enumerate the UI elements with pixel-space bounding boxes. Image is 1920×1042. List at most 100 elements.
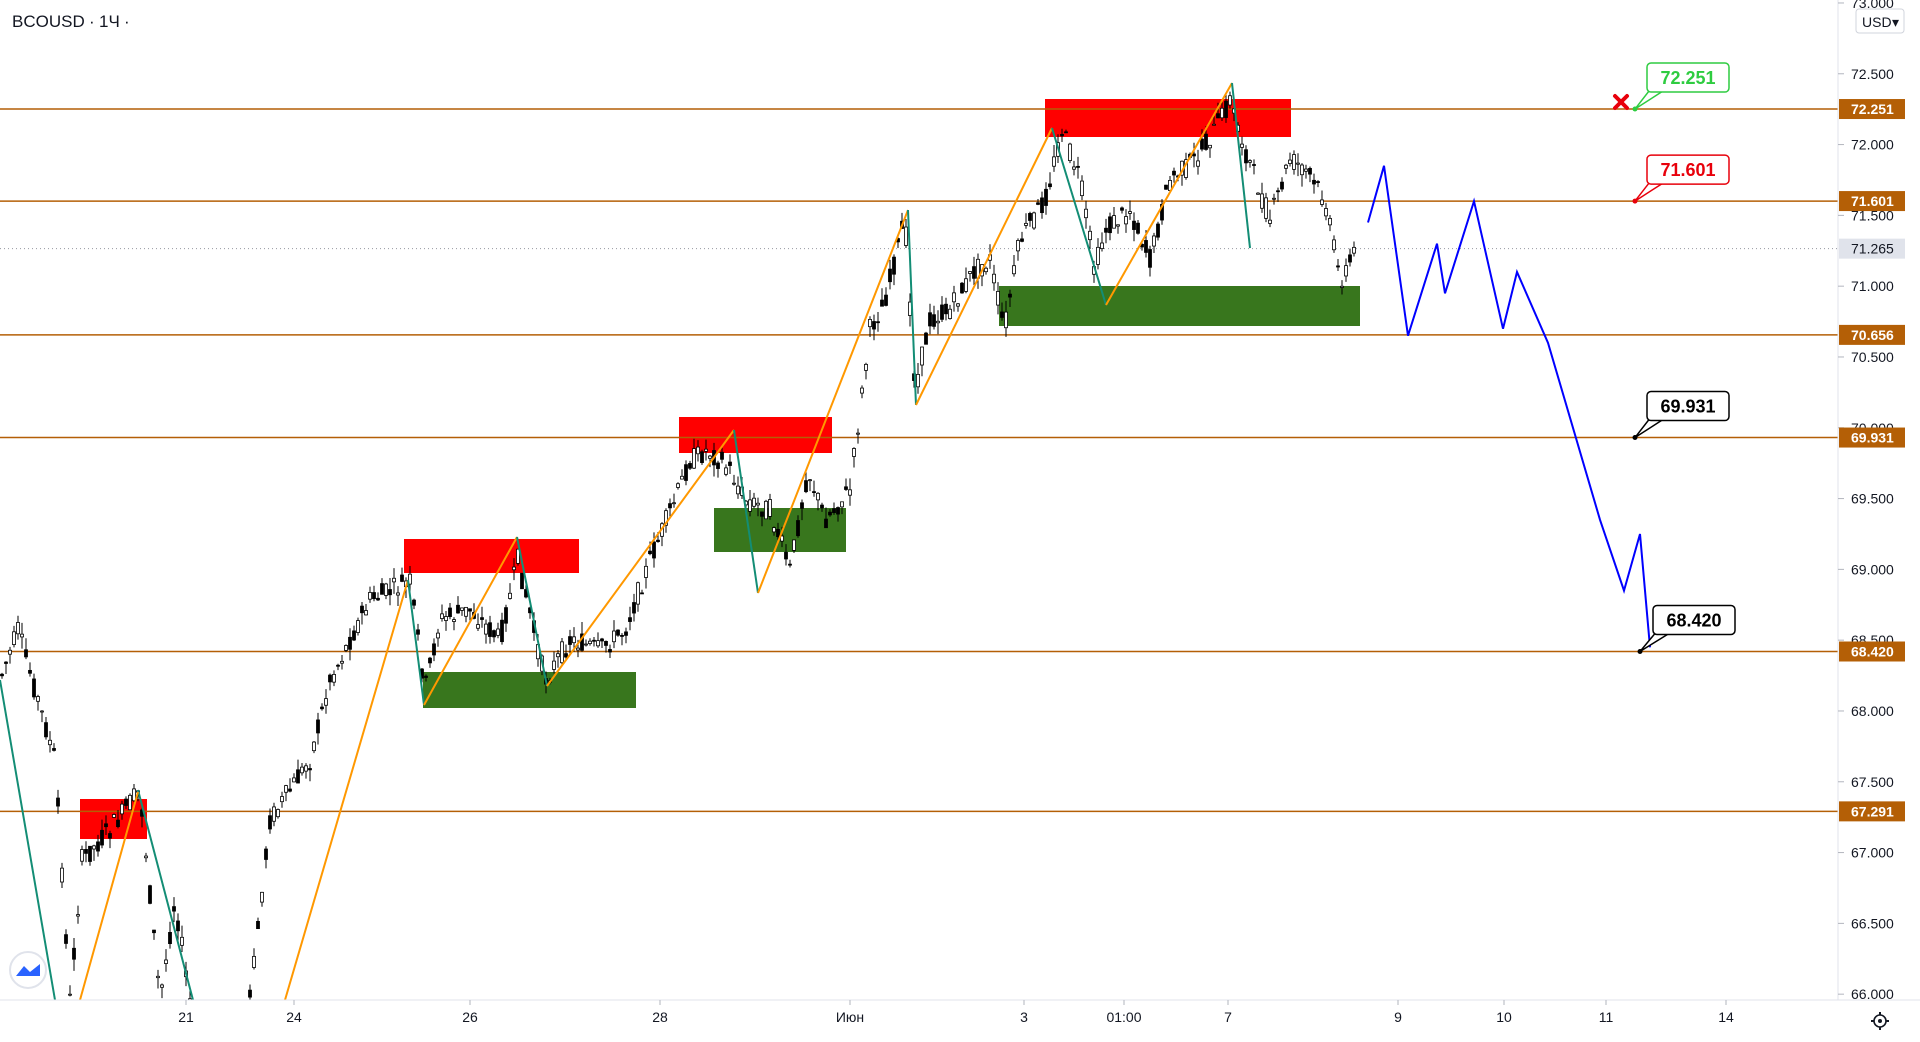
candle-up (952, 292, 956, 303)
swing-line-down (0, 679, 56, 1001)
gear-icon[interactable] (1871, 1012, 1889, 1030)
candle-up (1096, 246, 1100, 265)
candle-down (1276, 190, 1280, 193)
candle-down (288, 788, 292, 792)
candle-up (40, 710, 44, 713)
level-price-label: 72.251 (1851, 101, 1894, 117)
candle-down (116, 819, 120, 828)
candle-up (460, 607, 464, 611)
time-axis[interactable]: 21 24 26 28 Июн 3 01:00 7 9 10 11 14 (0, 999, 1920, 1042)
candle-down (932, 314, 936, 327)
candle-down (944, 303, 948, 315)
timeframe-label: 1Ч (99, 12, 120, 31)
last-price-tag (1839, 238, 1905, 259)
candle-down (1076, 165, 1080, 168)
currency-selector[interactable]: USD ▾ (1855, 8, 1905, 34)
candle-down (168, 932, 172, 945)
candle-down (176, 920, 180, 932)
candle-up (1084, 208, 1088, 219)
candle-up (856, 432, 860, 435)
logo-icon[interactable] (9, 951, 47, 989)
candle-up (1220, 107, 1224, 119)
candle-up (1196, 160, 1200, 167)
candle-down (104, 823, 108, 828)
candle-up (476, 624, 480, 629)
candle-up (576, 647, 580, 651)
candle-down (492, 630, 496, 638)
candle-down (832, 508, 836, 514)
candle-down (620, 635, 624, 637)
candle-up (808, 479, 812, 482)
candle-up (724, 467, 728, 475)
candle-down (380, 583, 384, 595)
candle-up (1272, 197, 1276, 200)
candle-down (656, 539, 660, 542)
level-price-label: 70.656 (1851, 327, 1894, 343)
candle-down (604, 641, 608, 646)
candle-up (984, 267, 988, 273)
candle-up (144, 855, 148, 859)
candle-down (328, 674, 332, 683)
x-tick-label: 7 (1224, 1009, 1232, 1025)
candle-up (556, 653, 560, 658)
candle-down (668, 503, 672, 509)
candle-up (356, 620, 360, 633)
y-tick-label: 73.000 (1851, 0, 1894, 11)
candle-up (1324, 208, 1328, 217)
candle-up (496, 628, 500, 636)
candle-up (48, 739, 52, 746)
candle-up (1340, 285, 1344, 288)
candle-down (580, 633, 584, 651)
candle-up (384, 583, 388, 596)
candle-up (1024, 222, 1028, 226)
candle-down (1244, 149, 1248, 164)
candle-up (1328, 217, 1332, 226)
candle-up (1256, 192, 1260, 195)
candle-down (640, 592, 644, 595)
candle-down (804, 480, 808, 493)
candle-up (868, 319, 872, 328)
candle-up (396, 592, 400, 596)
candle-down (96, 841, 100, 852)
title-separator-dot: · (124, 12, 130, 31)
candle-up (584, 643, 588, 646)
candle-up (772, 527, 776, 533)
candle-down (652, 541, 656, 559)
candle-up (516, 548, 520, 564)
candle-down (1204, 133, 1208, 150)
candle-down (4, 661, 8, 664)
swing-line-down (516, 536, 548, 687)
candle-down (0, 673, 4, 677)
swing-line-down (733, 429, 759, 594)
candle-up (636, 582, 640, 605)
candle-down (44, 722, 48, 738)
supply-zone (679, 417, 832, 453)
candle-up (112, 814, 116, 818)
y-tick-label: 67.500 (1851, 774, 1894, 790)
candle-up (1240, 143, 1244, 148)
candle-up (816, 492, 820, 501)
candle-down (32, 678, 36, 698)
symbol-header[interactable]: BCOUSD · 1Ч · (12, 12, 130, 31)
x-tick-label: Июн (836, 1009, 864, 1025)
candle-down (1036, 202, 1040, 205)
candle-up (736, 485, 740, 495)
candle-down (348, 636, 352, 650)
candle-up (12, 631, 16, 645)
candle-down (1044, 188, 1048, 206)
candle-up (1032, 212, 1036, 229)
candle-up (1012, 265, 1016, 275)
chevron-down-icon: ▾ (1892, 14, 1899, 30)
candle-down (352, 630, 356, 641)
price-axis-tags: 72.251 71.601 70.656 69.931 68.420 67.291 71.2… (1839, 99, 1905, 822)
currency-label: USD (1862, 14, 1892, 30)
candle-down (1144, 240, 1148, 253)
candle-up (300, 766, 304, 774)
price-axis[interactable]: 66.00066.50067.00067.50068.00068.50069.0… (1837, 0, 1920, 1002)
candle-up (1260, 193, 1264, 209)
candle-up (284, 785, 288, 793)
candle-down (600, 638, 604, 642)
candle-up (768, 499, 772, 517)
candle-up (916, 373, 920, 388)
